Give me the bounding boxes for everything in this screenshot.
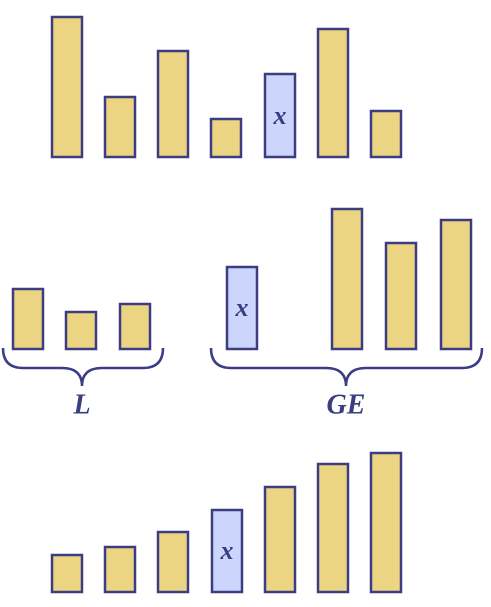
bar (50, 15, 84, 159)
bar (263, 485, 297, 594)
bar (209, 117, 243, 159)
group-label: GE (327, 389, 366, 420)
bar (156, 49, 190, 159)
pivot-bar (263, 72, 297, 159)
bar (316, 462, 350, 594)
row-sorted: x (50, 451, 403, 594)
row-partitioned: x L GE (1, 207, 484, 420)
brace (1, 347, 165, 387)
bar (156, 530, 190, 594)
bar (384, 241, 418, 351)
row-original: x (50, 15, 403, 159)
pivot-label: x (273, 101, 287, 130)
bar (369, 451, 403, 594)
pivot-bar (210, 508, 244, 594)
bar (439, 218, 473, 351)
pivot-label: x (235, 293, 249, 322)
bar (50, 553, 84, 594)
brace (209, 347, 484, 387)
bar (330, 207, 364, 351)
bar (369, 109, 403, 159)
bar (11, 287, 45, 351)
group-label: L (72, 389, 90, 420)
bar (64, 310, 98, 351)
bar (118, 302, 152, 351)
bar (103, 95, 137, 159)
bar (103, 545, 137, 594)
pivot-bar (225, 265, 259, 351)
pivot-label: x (220, 536, 234, 565)
bar (316, 27, 350, 159)
